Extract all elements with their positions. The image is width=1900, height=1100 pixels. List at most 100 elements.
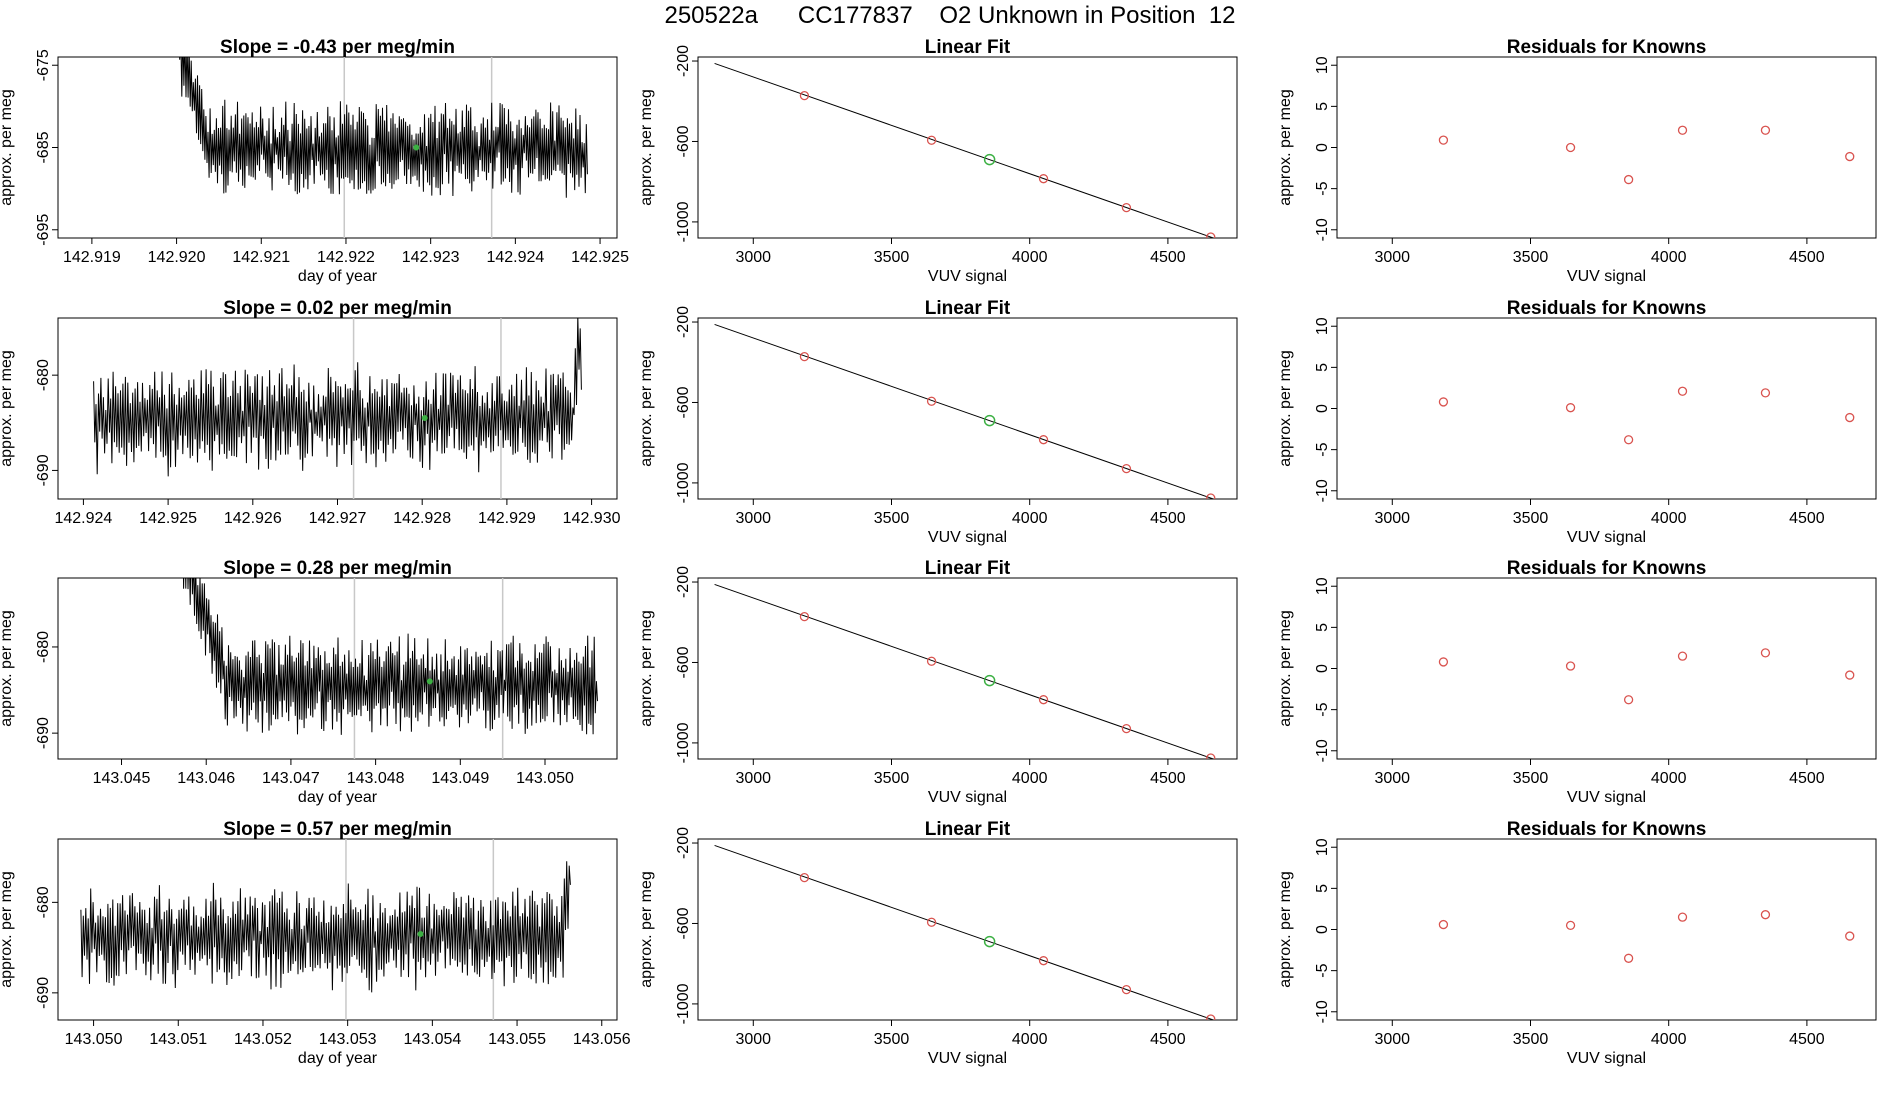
- plot-area: [1438, 125, 1855, 185]
- known-point: [799, 872, 810, 883]
- y-tick-label: -1000: [675, 201, 692, 242]
- chart-title: Slope = 0.28 per meg/min: [223, 558, 452, 579]
- y-tick-label: 5: [1314, 623, 1331, 632]
- known-point: [1038, 174, 1049, 184]
- page-title: 250522a CC177837 O2 Unknown in Position …: [664, 2, 1236, 29]
- y-tick-label: -200: [675, 827, 692, 859]
- x-tick-label: 4000: [1012, 770, 1048, 787]
- known-point: [799, 351, 810, 362]
- residual-point: [1438, 135, 1449, 145]
- known-point: [1206, 753, 1216, 759]
- x-tick-label: 143.050: [516, 770, 574, 787]
- x-axis-label: VUV signal: [1567, 1050, 1646, 1067]
- y-tick-label: -5: [1314, 702, 1331, 716]
- x-tick-label: 3500: [1513, 510, 1549, 527]
- residual-point: [1677, 386, 1688, 396]
- unknown-sample-point: [983, 153, 996, 166]
- y-tick-label: -1000: [675, 722, 692, 763]
- x-axis-label: VUV signal: [1567, 789, 1646, 806]
- x-tick-label: 3000: [1374, 249, 1410, 266]
- plot-frame: [697, 317, 1238, 500]
- x-tick-label: 142.926: [224, 510, 282, 527]
- known-point: [926, 656, 937, 666]
- y-tick-label: -5: [1314, 181, 1331, 195]
- residual-point: [1845, 670, 1855, 680]
- x-tick-label: 4500: [1789, 1031, 1825, 1048]
- y-tick-label: -675: [35, 49, 52, 81]
- x-axis-label: VUV signal: [928, 1050, 1007, 1067]
- y-axis-label: approx. per meg: [0, 350, 15, 467]
- x-tick-label: 143.056: [573, 1031, 631, 1048]
- y-tick-label: -10: [1314, 1000, 1331, 1023]
- x-tick-label: 3000: [735, 1031, 771, 1048]
- y-tick-label: -10: [1314, 739, 1331, 762]
- x-tick-label: 4500: [1789, 510, 1825, 527]
- x-tick-label: 142.925: [571, 249, 629, 266]
- x-tick-label: 3000: [735, 249, 771, 266]
- y-tick-label: -1000: [675, 462, 692, 503]
- x-tick-label: 143.049: [431, 770, 489, 787]
- x-tick-label: 143.053: [319, 1031, 377, 1048]
- residual-point: [1623, 174, 1634, 185]
- x-tick-label: 142.925: [139, 510, 197, 527]
- x-tick-label: 4000: [1651, 1031, 1687, 1048]
- residual-point: [1565, 403, 1576, 413]
- plot-frame: [57, 838, 618, 1021]
- y-tick-label: 0: [1314, 925, 1331, 934]
- fit-line: [714, 62, 1215, 238]
- y-axis-label: approx. per meg: [1277, 610, 1294, 727]
- residual-point: [1623, 953, 1634, 963]
- plot-area: [714, 583, 1216, 759]
- data-series-line: [182, 578, 598, 735]
- plot-area: [714, 323, 1216, 499]
- residual-point: [1438, 397, 1449, 407]
- y-tick-label: -200: [675, 45, 692, 77]
- x-axis-label: VUV signal: [928, 268, 1007, 285]
- y-axis-label: approx. per meg: [1277, 350, 1294, 467]
- x-tick-label: 3500: [874, 1031, 910, 1048]
- y-tick-label: -695: [35, 214, 52, 246]
- y-tick-label: -680: [35, 886, 52, 918]
- chart-title: Linear Fit: [925, 558, 1011, 579]
- x-tick-label: 3000: [735, 510, 771, 527]
- x-tick-label: 143.045: [93, 770, 151, 787]
- y-tick-label: -600: [675, 125, 692, 157]
- residual-point: [1845, 151, 1855, 162]
- x-tick-label: 142.921: [232, 249, 290, 266]
- x-tick-label: 3000: [1374, 1031, 1410, 1048]
- known-point: [1206, 1014, 1216, 1020]
- known-point: [1121, 463, 1132, 474]
- plot-frame: [697, 577, 1238, 760]
- plot-frame: [1336, 838, 1877, 1021]
- x-tick-label: 4000: [1012, 510, 1048, 527]
- x-axis-label: VUV signal: [1567, 268, 1646, 285]
- x-tick-label: 4000: [1651, 510, 1687, 527]
- chart-title: Linear Fit: [925, 37, 1011, 58]
- residual-point: [1845, 412, 1855, 423]
- known-point: [1206, 493, 1216, 499]
- x-tick-label: 142.927: [309, 510, 367, 527]
- plot-frame: [697, 838, 1238, 1021]
- y-axis-label: approx. per meg: [1277, 871, 1294, 988]
- chart-title: Slope = -0.43 per meg/min: [220, 37, 455, 58]
- data-series-line: [93, 318, 582, 477]
- x-tick-label: 3500: [874, 510, 910, 527]
- y-axis-label: approx. per meg: [1277, 89, 1294, 206]
- plot-frame: [697, 56, 1238, 239]
- x-tick-label: 4500: [1150, 510, 1186, 527]
- x-tick-label: 4500: [1150, 249, 1186, 266]
- x-tick-label: 142.919: [63, 249, 121, 266]
- plot-area: [1438, 386, 1855, 445]
- chart-title: Linear Fit: [925, 298, 1011, 319]
- y-tick-label: -5: [1314, 442, 1331, 456]
- x-tick-label: 3500: [874, 770, 910, 787]
- x-tick-label: 3000: [735, 770, 771, 787]
- y-axis-label: approx. per meg: [638, 350, 655, 467]
- y-tick-label: 0: [1314, 664, 1331, 673]
- plot-area: [1438, 648, 1855, 705]
- residual-point: [1677, 912, 1688, 922]
- residual-point: [1677, 651, 1688, 661]
- y-tick-label: -600: [675, 646, 692, 678]
- x-tick-label: 143.051: [149, 1031, 207, 1048]
